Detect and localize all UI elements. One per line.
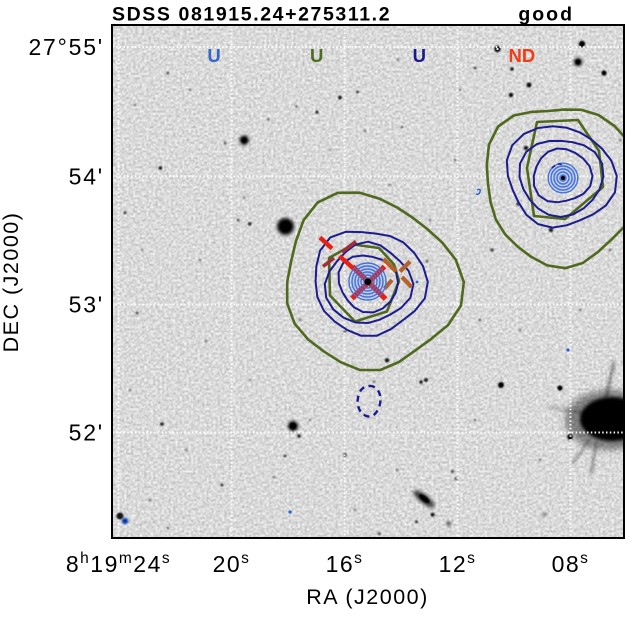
svg-text:good: good — [518, 4, 574, 26]
svg-text:RA (J2000): RA (J2000) — [306, 585, 429, 609]
svg-text:DEC (J2000): DEC (J2000) — [0, 212, 23, 353]
svg-text:U: U — [207, 45, 220, 66]
svg-text:U: U — [413, 45, 426, 66]
svg-text:53': 53' — [69, 292, 104, 318]
svg-text:20s: 20s — [213, 550, 251, 577]
svg-text:ND: ND — [509, 45, 536, 66]
svg-text:54': 54' — [69, 163, 104, 189]
svg-text:27°55': 27°55' — [28, 34, 104, 60]
svg-text:SDSS 081915.24+275311.2: SDSS 081915.24+275311.2 — [112, 4, 391, 26]
svg-text:U: U — [310, 45, 323, 66]
svg-text:52': 52' — [69, 420, 104, 446]
